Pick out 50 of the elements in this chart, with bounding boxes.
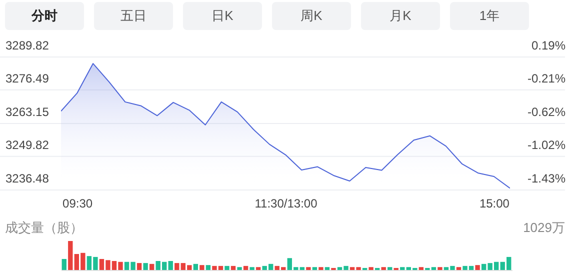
bar: [256, 267, 261, 270]
x-tick-label: 15:00: [479, 196, 510, 210]
x-tick-label: 11:30/13:00: [254, 196, 318, 210]
bar: [68, 241, 73, 270]
bar: [243, 266, 248, 270]
bar: [149, 264, 154, 270]
y-tick-label: 3276.49: [6, 72, 50, 86]
text: 月K: [361, 2, 440, 30]
bar: [324, 267, 330, 270]
bar: [206, 265, 211, 270]
bar: [400, 267, 405, 270]
bar: [438, 267, 442, 270]
bar: [143, 263, 148, 270]
bar: [368, 267, 374, 270]
y-tick-label: 3263.15: [6, 105, 50, 119]
text: 分时: [5, 2, 84, 30]
chart-title: 成交量（股）: [5, 220, 83, 235]
bar: [318, 267, 324, 270]
bar: [237, 267, 242, 270]
bar: [136, 263, 142, 270]
text: 1029万: [523, 220, 565, 235]
x-tick-label: 09:30: [62, 196, 93, 210]
y-tick-label: 3249.82: [6, 138, 50, 152]
bar: [224, 266, 230, 270]
bar: [300, 267, 305, 270]
text: 五日: [94, 2, 173, 30]
bar: [312, 267, 318, 270]
bar: [381, 267, 386, 270]
bar: [250, 267, 254, 270]
bar: [174, 263, 180, 270]
bar: [168, 261, 173, 270]
y2-tick-label: 0.19%: [531, 38, 566, 52]
y2-tick-label: -0.21%: [527, 71, 566, 86]
bar: [388, 267, 392, 270]
y-tick-label: 3236.48: [6, 172, 50, 186]
y2-tick-label: -1.43%: [527, 172, 566, 186]
text: 日K: [183, 2, 262, 30]
text: 1年: [450, 2, 529, 30]
bar: [230, 266, 236, 270]
bar: [200, 265, 204, 270]
bar: [306, 267, 311, 270]
bar: [456, 267, 462, 270]
y2-tick-label: -0.62%: [527, 105, 566, 119]
bar: [62, 258, 66, 270]
bar: [418, 267, 424, 270]
text: 周K: [272, 2, 351, 30]
bar: [475, 265, 480, 270]
y2-tick-label: -1.02%: [527, 138, 566, 152]
bar: [193, 264, 198, 270]
y-tick-label: 3289.82: [6, 38, 50, 52]
